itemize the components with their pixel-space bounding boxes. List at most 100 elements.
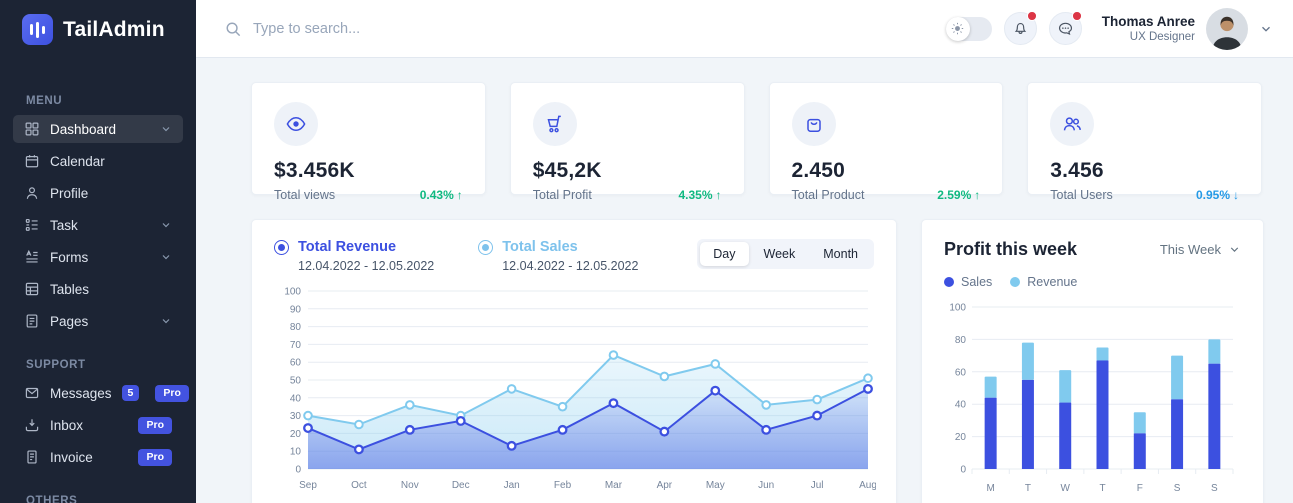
legend-total-revenue[interactable]: Total Revenue 12.04.2022 - 12.05.2022 [274, 239, 434, 273]
stat-value: $3.456K [274, 159, 355, 182]
sidebar-item-invoice[interactable]: Invoice Pro [13, 443, 183, 471]
sidebar-item-label: Pages [50, 313, 89, 329]
search-box [224, 20, 932, 38]
svg-text:S: S [1211, 483, 1218, 494]
cart-icon [532, 102, 577, 146]
sidebar-item-label: Task [50, 217, 78, 233]
sidebar-section-support: SUPPORT [26, 359, 86, 371]
stat-card-total-views: $3.456K Total views 0.43% ↑ [251, 82, 486, 202]
chat-icon [1057, 20, 1074, 37]
sidebar-item-messages[interactable]: Messages 5 Pro [13, 379, 189, 407]
chat-button[interactable] [1048, 11, 1082, 45]
stat-label: Total Product [791, 188, 865, 202]
svg-text:Sep: Sep [299, 480, 317, 491]
legend-dot-sales [944, 277, 954, 287]
sidebar-item-task[interactable]: Task [13, 211, 183, 239]
profit-card-title: Profit this week [944, 239, 1078, 259]
chevron-down-icon [1228, 243, 1241, 256]
stat-card-total-users: 3.456 Total Users 0.95% ↓ [1027, 82, 1262, 202]
user-role: UX Designer [1129, 31, 1195, 43]
sidebar-item-profile[interactable]: Profile [13, 179, 183, 207]
stat-card-total-product: 2.450 Total Product 2.59% ↑ [768, 82, 1004, 202]
search-icon [224, 20, 242, 38]
svg-text:T: T [1025, 483, 1031, 494]
svg-text:T: T [1099, 483, 1105, 494]
profit-legend: Sales Revenue [944, 275, 1241, 289]
svg-text:Dec: Dec [452, 480, 470, 491]
series-name: Total Revenue [298, 239, 397, 255]
notifications-button[interactable] [1003, 11, 1037, 45]
sidebar-item-label: Forms [50, 249, 89, 265]
svg-text:80: 80 [290, 322, 302, 333]
chevron-down-icon [160, 219, 172, 231]
forms-icon [24, 249, 40, 265]
profit-bar-chart: 0 20 40 60 80 100 M T W T F S S [944, 299, 1241, 499]
chevron-down-icon [160, 315, 172, 327]
svg-text:30: 30 [290, 411, 302, 422]
svg-text:Jan: Jan [504, 480, 520, 491]
svg-text:80: 80 [955, 335, 967, 346]
sidebar-item-label: Calendar [50, 153, 105, 169]
sidebar-item-tables[interactable]: Tables [13, 275, 183, 303]
avatar [1206, 7, 1248, 50]
series-date-range: 12.04.2022 - 12.05.2022 [502, 259, 639, 273]
chevron-down-icon [160, 123, 172, 135]
sidebar-item-forms[interactable]: Forms [13, 243, 183, 271]
svg-text:40: 40 [290, 393, 302, 404]
svg-text:0: 0 [960, 465, 966, 476]
header-actions: Thomas Anree UX Designer [945, 7, 1273, 50]
messages-icon [24, 385, 40, 401]
sidebar-item-pages[interactable]: Pages [13, 307, 183, 335]
top-header: Thomas Anree UX Designer [196, 0, 1293, 58]
week-select[interactable]: This Week [1160, 242, 1241, 257]
period-switcher: Day Week Month [697, 239, 874, 269]
sidebar-section-others: OTHERS [26, 495, 78, 503]
sidebar-item-dashboard[interactable]: Dashboard [13, 115, 183, 143]
svg-text:20: 20 [955, 432, 967, 443]
sun-icon [945, 16, 970, 41]
svg-text:60: 60 [290, 358, 302, 369]
invoice-icon [24, 449, 40, 465]
calendar-icon [24, 153, 40, 169]
sidebar-item-label: Messages [50, 385, 112, 401]
legend-revenue[interactable]: Revenue [1010, 275, 1077, 289]
period-day-button[interactable]: Day [700, 242, 749, 266]
task-icon [24, 217, 40, 233]
svg-text:100: 100 [949, 303, 966, 314]
svg-text:Feb: Feb [554, 480, 572, 491]
search-input[interactable] [253, 20, 553, 37]
sidebar-item-inbox[interactable]: Inbox Pro [13, 411, 183, 439]
svg-text:Mar: Mar [605, 480, 623, 491]
revenue-chart-card: Total Revenue 12.04.2022 - 12.05.2022 To… [251, 219, 897, 503]
pro-badge: Pro [138, 416, 172, 434]
stat-label: Total Profit [532, 188, 592, 202]
stat-trend: 0.95% ↓ [1195, 188, 1239, 202]
pages-icon [24, 313, 40, 329]
series-name: Total Sales [502, 239, 578, 255]
sidebar-item-calendar[interactable]: Calendar [13, 147, 183, 175]
revenue-area-chart: 0 10 20 30 40 50 60 70 80 90 100 Sep Oct Nov Dec Jan Feb… [274, 283, 876, 495]
app-title: TailAdmin [63, 17, 165, 41]
bag-icon [791, 102, 836, 146]
stat-value: 3.456 [1050, 159, 1104, 182]
user-menu[interactable]: Thomas Anree UX Designer [1102, 7, 1273, 50]
period-month-button[interactable]: Month [810, 242, 871, 266]
sidebar-nav-menu: Dashboard Calendar Profile [0, 115, 196, 339]
stat-trend: 0.43% ↑ [419, 188, 463, 202]
svg-text:60: 60 [955, 367, 967, 378]
sidebar-nav-support: Messages 5 Pro Inbox Pro Invoice Pro [0, 379, 196, 475]
svg-text:100: 100 [284, 287, 301, 298]
sidebar-section-menu: MENU [26, 95, 63, 107]
legend-sales[interactable]: Sales [944, 275, 992, 289]
charts-row: Total Revenue 12.04.2022 - 12.05.2022 To… [251, 219, 1264, 503]
logo[interactable]: TailAdmin [0, 0, 196, 57]
legend-total-sales[interactable]: Total Sales 12.04.2022 - 12.05.2022 [478, 239, 638, 273]
chevron-down-icon [160, 251, 172, 263]
svg-text:Apr: Apr [657, 480, 673, 491]
dark-mode-toggle[interactable] [945, 16, 992, 41]
stat-label: Total Users [1050, 188, 1113, 202]
notification-dot [1027, 11, 1037, 21]
users-icon [1050, 102, 1095, 146]
period-week-button[interactable]: Week [751, 242, 809, 266]
